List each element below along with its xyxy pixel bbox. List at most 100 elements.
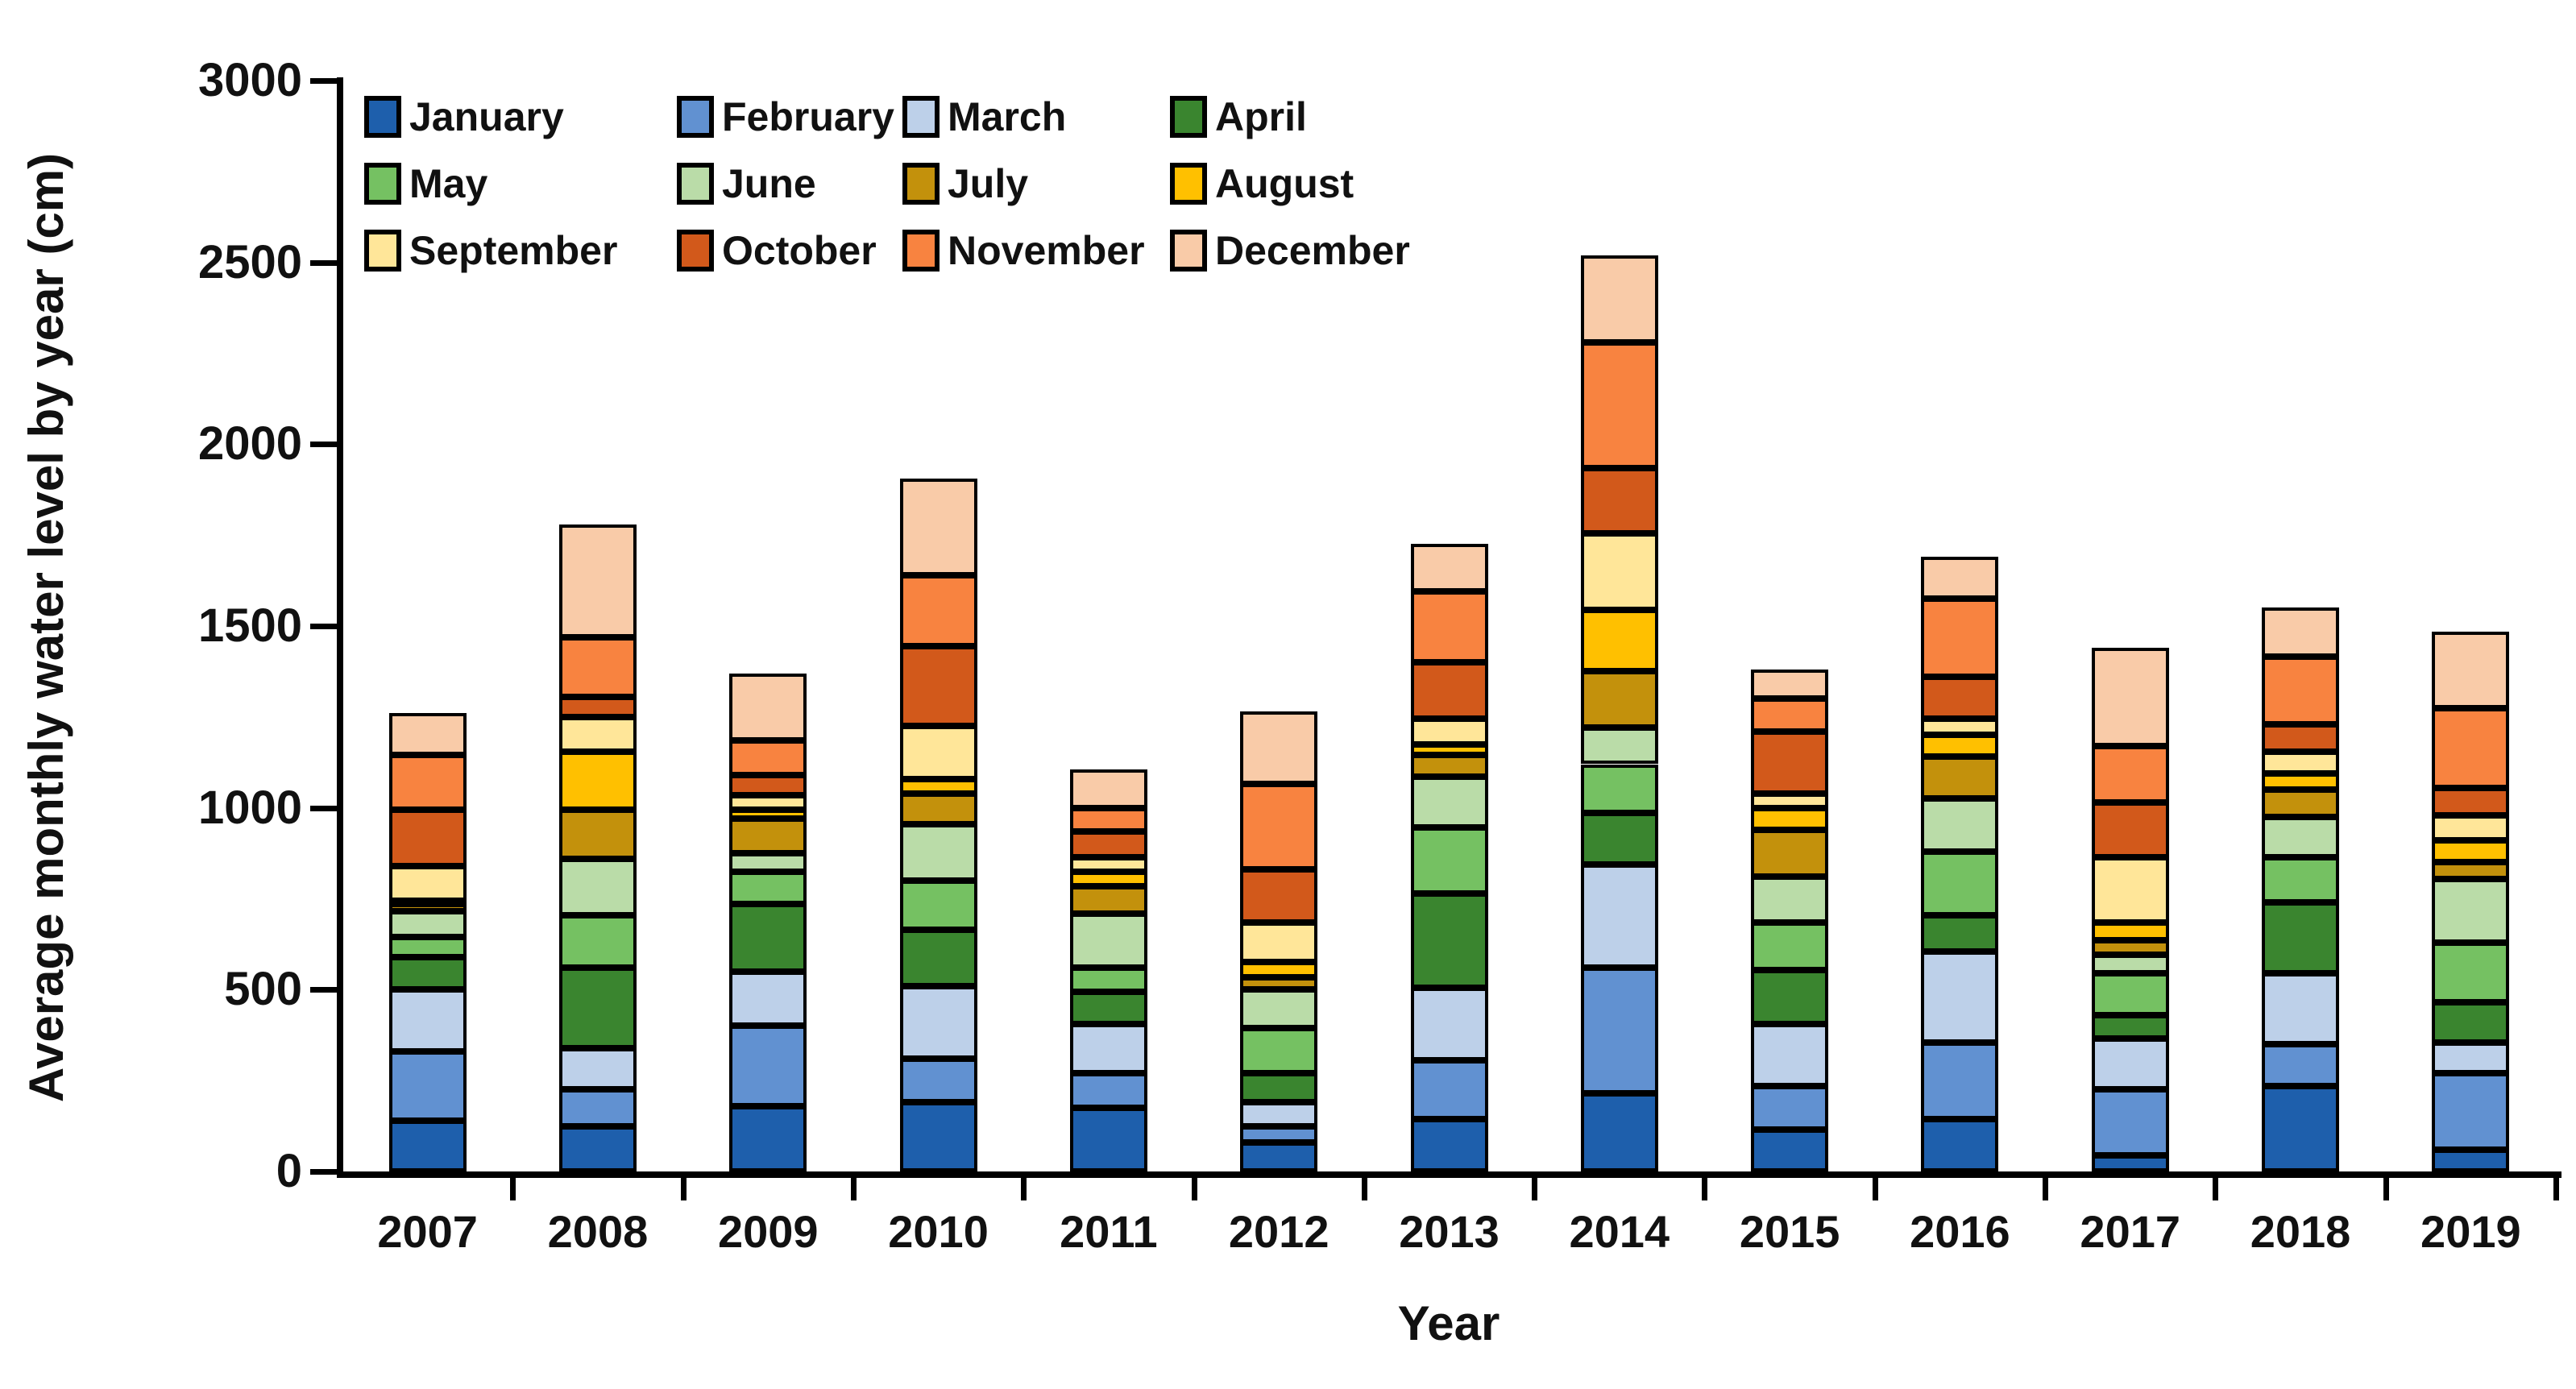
x-axis-tick: [510, 1171, 516, 1200]
x-tick-label-2014: 2014: [1569, 1206, 1670, 1257]
x-axis-tick: [1021, 1171, 1027, 1200]
bar-segment-2016-march: [1921, 951, 1999, 1043]
legend-label-february: February: [722, 94, 894, 139]
x-axis-tick: [2043, 1171, 2049, 1200]
bar-segment-2014-january: [1580, 1093, 1658, 1171]
bar-segment-2013-july: [1410, 755, 1488, 777]
bar-segment-2015-february: [1751, 1085, 1829, 1130]
bar-segment-2018-july: [2262, 790, 2340, 817]
bar-segment-2013-august: [1410, 744, 1488, 756]
legend-label-january: January: [409, 94, 564, 139]
bar-segment-2011-january: [1069, 1108, 1147, 1171]
x-tick-label-2007: 2007: [377, 1206, 478, 1257]
bar-segment-2018-december: [2262, 607, 2340, 657]
bar-segment-2018-march: [2262, 973, 2340, 1045]
bar-segment-2017-august: [2091, 922, 2169, 941]
bar-segment-2015-april: [1751, 969, 1829, 1025]
bar-segment-2009-may: [729, 871, 807, 905]
legend-swatch-april: [1170, 96, 1207, 138]
x-axis-tick: [1191, 1171, 1197, 1200]
x-tick-label-2011: 2011: [1060, 1206, 1158, 1257]
bar-segment-2016-june: [1921, 798, 1999, 852]
bar-segment-2007-january: [388, 1120, 467, 1171]
x-axis-tick: [850, 1171, 857, 1200]
legend-label-september: September: [409, 228, 618, 273]
bar-segment-2007-april: [388, 956, 467, 990]
bar-segment-2019-june: [2432, 878, 2510, 943]
bar-segment-2012-may: [1240, 1027, 1318, 1074]
x-tick-label-2016: 2016: [1910, 1206, 2010, 1257]
bar-segment-2009-march: [729, 971, 807, 1026]
x-tick-label-2012: 2012: [1228, 1206, 1329, 1257]
bar-segment-2010-october: [899, 645, 977, 727]
legend-swatch-february: [677, 96, 714, 138]
bar-segment-2019-march: [2432, 1042, 2510, 1074]
legend-label-october: October: [722, 228, 877, 273]
bar-segment-2015-october: [1751, 731, 1829, 794]
legend-swatch-august: [1170, 163, 1207, 205]
bar-segment-2015-september: [1751, 793, 1829, 808]
y-axis-tick: [310, 442, 338, 448]
bar-segment-2010-september: [899, 726, 977, 779]
bar-segment-2017-june: [2091, 955, 2169, 974]
bar-segment-2017-january: [2091, 1155, 2169, 1171]
x-tick-label-2015: 2015: [1739, 1206, 1840, 1257]
x-tick-label-2013: 2013: [1399, 1206, 1500, 1257]
bar-segment-2011-december: [1069, 769, 1147, 808]
x-tick-label-2017: 2017: [2080, 1206, 2180, 1257]
bar-segment-2011-august: [1069, 871, 1147, 886]
bar-segment-2010-march: [899, 985, 977, 1059]
bar-segment-2014-september: [1580, 533, 1658, 610]
legend-label-may: May: [409, 161, 488, 206]
bar-segment-2012-august: [1240, 962, 1318, 977]
bar-segment-2007-february: [388, 1051, 467, 1121]
bar-segment-2017-may: [2091, 973, 2169, 1015]
bar-segment-2017-march: [2091, 1039, 2169, 1090]
legend-item-october: October: [677, 227, 877, 274]
bar-segment-2009-november: [729, 740, 807, 776]
bar-segment-2009-october: [729, 775, 807, 795]
y-axis-tick: [310, 805, 338, 811]
y-tick-label: 2500: [197, 235, 302, 288]
legend-swatch-july: [902, 163, 940, 205]
bar-segment-2017-september: [2091, 856, 2169, 923]
bar-segment-2011-june: [1069, 913, 1147, 968]
bar-segment-2007-march: [388, 989, 467, 1052]
bar-segment-2010-november: [899, 574, 977, 646]
legend-item-january: January: [364, 93, 564, 140]
bar-segment-2016-february: [1921, 1042, 1999, 1119]
bar-segment-2008-may: [558, 914, 637, 968]
bar-segment-2010-july: [899, 793, 977, 824]
bar-segment-2018-february: [2262, 1044, 2340, 1086]
bar-segment-2019-january: [2432, 1149, 2510, 1171]
bar-segment-2008-march: [558, 1047, 637, 1090]
bar-segment-2010-february: [899, 1059, 977, 1103]
bar-segment-2008-december: [558, 524, 637, 637]
bar-segment-2014-april: [1580, 813, 1658, 864]
y-tick-label: 1000: [197, 781, 302, 834]
bar-segment-2019-august: [2432, 840, 2510, 863]
bar-segment-2012-february: [1240, 1126, 1318, 1142]
legend-label-december: December: [1215, 228, 1410, 273]
bar-segment-2015-march: [1751, 1024, 1829, 1086]
bar-segment-2015-august: [1751, 807, 1829, 830]
legend-item-april: April: [1170, 93, 1307, 140]
legend-label-august: August: [1215, 161, 1354, 206]
bar-segment-2007-december: [388, 713, 467, 756]
legend-label-april: April: [1215, 94, 1307, 139]
bar-segment-2008-june: [558, 858, 637, 915]
x-axis-tick: [1532, 1171, 1538, 1200]
bar-segment-2012-november: [1240, 784, 1318, 870]
bar-segment-2009-december: [729, 673, 807, 741]
legend-item-september: September: [364, 227, 617, 274]
bar-segment-2010-january: [899, 1102, 977, 1171]
bar-segment-2015-may: [1751, 922, 1829, 970]
bar-segment-2012-october: [1240, 869, 1318, 923]
bar-segment-2016-july: [1921, 757, 1999, 799]
x-axis-tick: [680, 1171, 687, 1200]
bar-segment-2014-october: [1580, 467, 1658, 533]
bar-segment-2018-october: [2262, 724, 2340, 752]
legend-label-march: March: [948, 94, 1067, 139]
bar-segment-2018-august: [2262, 773, 2340, 790]
